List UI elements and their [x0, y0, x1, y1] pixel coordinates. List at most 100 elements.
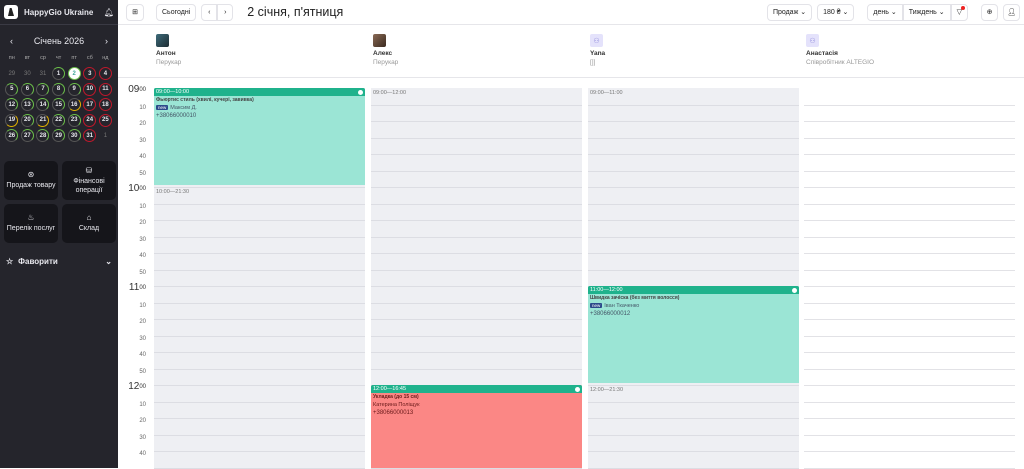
staff-column[interactable]: 10:00—21:30 09:00—10:00 Фьюртис стиль (хви… [154, 88, 365, 469]
period-dropdown[interactable]: Тиждень ⌄ [902, 3, 951, 21]
grid-view-button[interactable]: ⊞ [126, 3, 144, 21]
prev-month-button[interactable]: ‹ [10, 36, 13, 46]
minute-label: 10 [139, 401, 146, 408]
avatar [373, 34, 386, 47]
free-slot-label[interactable]: 12:00—21:30 [590, 387, 624, 393]
calendar-day[interactable]: 22 [52, 113, 66, 127]
calendar-day[interactable]: 21 [36, 113, 50, 127]
calendar-day[interactable]: 6 [20, 82, 34, 96]
calendar-day[interactable]: 31 [83, 129, 97, 143]
calendar-day[interactable]: 29 [8, 70, 16, 77]
calendar-day[interactable]: 25 [98, 113, 112, 127]
calendar-week: 26 27 28 29 30 31 1 [0, 129, 118, 145]
calendar-day[interactable]: 14 [36, 98, 50, 112]
calendar-day[interactable]: 8 [52, 82, 66, 96]
staff-name: Yana [590, 50, 606, 57]
client-phone: +38066000010 [156, 113, 197, 119]
tile-sale[interactable]: ⊛ Продаж товару [4, 160, 58, 200]
calendar-day[interactable]: 23 [67, 113, 81, 127]
calendar-day[interactable]: 19 [5, 113, 19, 127]
staff-role: []] [590, 59, 596, 66]
calendar-day[interactable]: 2 [67, 67, 81, 80]
client-name: Катерина Поліщук [373, 402, 420, 408]
appointment-card[interactable]: 12:00—16:45 Укладка (до 15 см) Катерина По… [371, 385, 582, 468]
tile-finance[interactable]: ⛁ Фінансові операції [62, 160, 116, 200]
free-slot-label[interactable]: 10:00—21:30 [156, 189, 190, 195]
calendar-day[interactable]: 1 [103, 132, 108, 139]
calendar-day[interactable]: 28 [36, 129, 50, 143]
bell-icon[interactable]: 🔔︎ [103, 7, 114, 17]
minute-label: 10 [139, 302, 146, 309]
tile-services[interactable]: ♨ Перелік послуг [4, 203, 58, 243]
calendar-day[interactable]: 4 [98, 67, 112, 80]
next-day-button[interactable]: › [217, 3, 234, 21]
appointment-time: 12:00—16:45 [373, 386, 407, 392]
staff-column[interactable] [804, 88, 1015, 469]
tile-label: Фінансові операції [73, 177, 105, 194]
calendar-day[interactable]: 29 [52, 129, 66, 143]
client-phone: +38066000012 [590, 311, 631, 317]
calendar-day[interactable]: 11 [98, 82, 112, 96]
appointment-time: 11:00—12:00 [590, 287, 623, 293]
hour-label: 1100 [128, 282, 146, 293]
calendar-day[interactable]: 15 [52, 98, 66, 112]
appointment-card[interactable]: 09:00—10:00 Фьюртис стиль (хвилі, кучері,… [154, 88, 365, 185]
calendar-day[interactable]: 13 [20, 98, 34, 112]
calendar-week: 29 30 31 1 2 3 4 [0, 67, 118, 83]
month-title: Січень 2026 [33, 36, 85, 46]
filter-button[interactable]: ▽ [950, 3, 968, 21]
calendar-day[interactable]: 24 [83, 113, 97, 127]
staff-column[interactable]: 09:00—11:00 12:00—21:30 11:00—12:00 Швидка … [588, 88, 799, 469]
next-month-button[interactable]: › [105, 36, 108, 46]
calendar-day[interactable]: 1 [52, 67, 66, 80]
avatar: ⚇ [590, 34, 603, 47]
star-icon: ☆ [6, 256, 14, 266]
scale-dropdown[interactable]: день ⌄ [867, 3, 903, 21]
calendar-day[interactable]: 12 [5, 98, 19, 112]
weekday-label: чт [55, 55, 62, 61]
client-phone: +38066000013 [373, 410, 414, 416]
free-slot-label[interactable]: 09:00—11:00 [590, 90, 623, 96]
calendar-day[interactable]: 30 [24, 70, 31, 77]
company-name[interactable]: HappyGio Ukraine [24, 7, 94, 17]
calendar-day[interactable]: 10 [83, 82, 97, 96]
today-button[interactable]: Сьогодні [156, 3, 197, 21]
favorites-section[interactable]: ☆ Фаворити ⌄ [0, 257, 118, 266]
calendar-day[interactable]: 17 [83, 98, 97, 112]
calendar-day[interactable]: 16 [67, 98, 81, 112]
calendar-week: 12 13 14 15 16 17 18 [0, 98, 118, 114]
calendar-day[interactable]: 31 [39, 70, 47, 77]
calendar-day[interactable]: 7 [36, 82, 50, 96]
calendar-day[interactable]: 5 [5, 82, 19, 96]
sale-icon: ⊛ [27, 170, 35, 180]
price-dropdown[interactable]: 180 ₴ ⌄ [817, 3, 855, 21]
calendar-day[interactable]: 20 [20, 113, 34, 127]
calendar-day[interactable]: 3 [83, 67, 97, 80]
staff-member[interactable]: ⚇ Анастасія Співробітник ALTEGIO [806, 34, 874, 66]
hour-label: 1000 [128, 183, 146, 194]
tile-warehouse[interactable]: ⌂ Склад [62, 203, 116, 243]
weekday-label: пт [71, 55, 77, 61]
company-logo [4, 5, 18, 19]
sale-dropdown[interactable]: Продаж ⌄ [766, 3, 813, 21]
calendar-day[interactable]: 9 [67, 82, 81, 96]
minute-label: 40 [139, 451, 146, 457]
minute-label: 30 [139, 335, 146, 342]
zoom-button[interactable]: ⊕ [981, 3, 998, 21]
calendar-day[interactable]: 27 [20, 129, 34, 143]
staff-member[interactable]: Антон Перукар [156, 34, 181, 66]
staff-settings-button[interactable]: 👤︎ [1003, 3, 1020, 21]
calendar-day[interactable]: 18 [98, 98, 112, 112]
staff-member[interactable]: Алекс Перукар [373, 34, 398, 66]
calendar-day[interactable]: 30 [67, 129, 81, 143]
prev-day-button[interactable]: ‹ [201, 3, 218, 21]
staff-column[interactable]: 09:00—12:00 12:00—16:45 Укладка (до 15 см)… [371, 88, 582, 469]
avatar [156, 34, 169, 47]
filter-icon: ▽ [956, 9, 962, 16]
appointment-card[interactable]: 11:00—12:00 Швидка зачіска (без миття вол… [588, 286, 799, 383]
staff-member[interactable]: ⚇ Yana []] [590, 34, 605, 66]
minute-label: 40 [139, 154, 146, 160]
free-slot-label[interactable]: 09:00—12:00 [373, 90, 407, 96]
minute-label: 50 [139, 368, 146, 375]
calendar-day[interactable]: 26 [5, 129, 19, 143]
